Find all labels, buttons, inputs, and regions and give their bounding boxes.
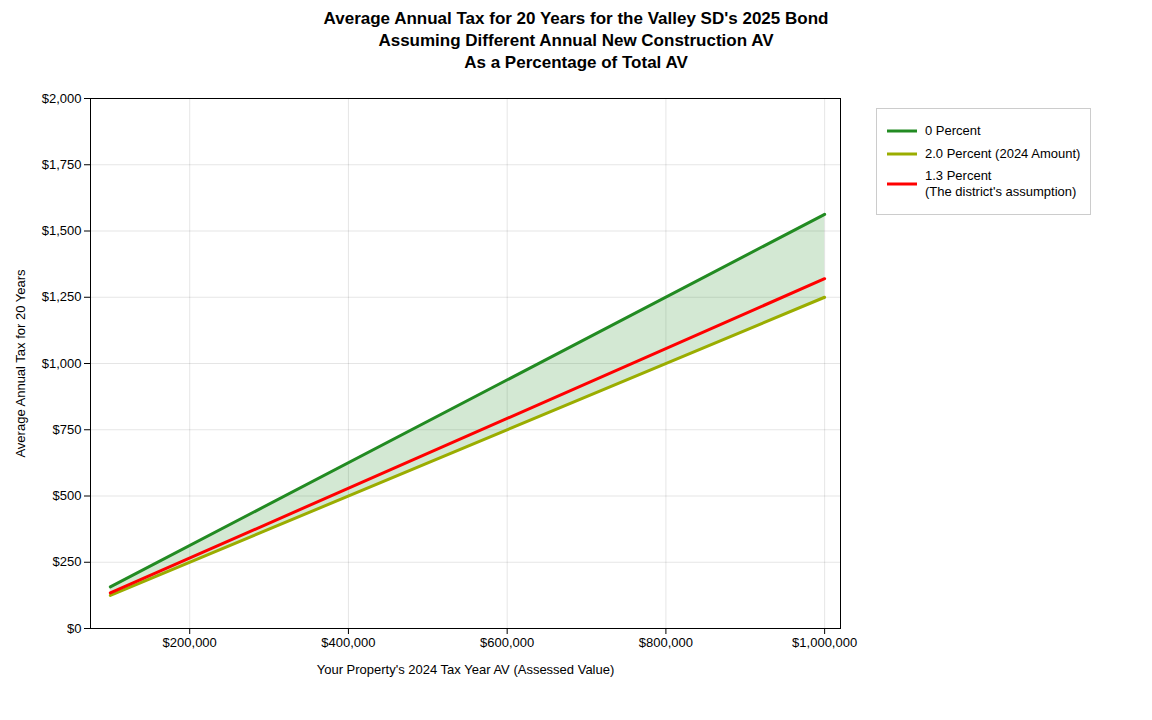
svg-text:$200,000: $200,000: [163, 635, 217, 650]
svg-text:$600,000: $600,000: [480, 635, 534, 650]
html-text:2.0 Percent (2024 Amount): 2.0 Percent (2024 Amount): [925, 145, 1081, 161]
html-text:1.3 Percent (The district's as: 1.3 Percent (The district's assumption): [925, 167, 1077, 199]
svg-text:$400,000: $400,000: [321, 635, 375, 650]
svg-text:$1,000: $1,000: [42, 356, 82, 371]
svg-text:$1,000,000: $1,000,000: [792, 635, 857, 650]
svg-text:Average Annual Tax for 20 Year: Average Annual Tax for 20 Years: [13, 269, 28, 458]
svg-text:$2,000: $2,000: [42, 91, 82, 106]
svg-text:$1,250: $1,250: [42, 290, 82, 305]
svg-text:$500: $500: [53, 488, 82, 503]
html-text:0 Percent: 0 Percent: [925, 123, 981, 139]
svg-text:$750: $750: [53, 422, 82, 437]
svg-text:$800,000: $800,000: [639, 635, 693, 650]
svg-text:$250: $250: [53, 555, 82, 570]
svg-text:$0: $0: [67, 621, 81, 636]
svg-text:$1,500: $1,500: [42, 223, 82, 238]
svg-text:Your Property's 2024 Tax Year: Your Property's 2024 Tax Year AV (Assess…: [317, 662, 615, 677]
svg-text:$1,750: $1,750: [42, 157, 82, 172]
html-text:Average Annual Tax for 20 Year: Average Annual Tax for 20 Years for the …: [323, 9, 829, 73]
